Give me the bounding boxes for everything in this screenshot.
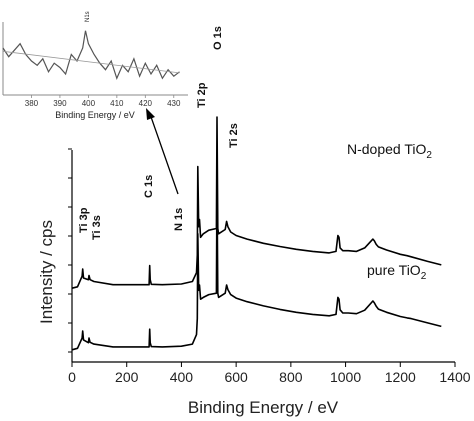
series-line-0 bbox=[71, 116, 442, 289]
x-tick-label: 200 bbox=[115, 369, 139, 385]
y-ticks bbox=[68, 148, 72, 353]
x-ticks: 0 200 400 600 800 1000 1200 1400 bbox=[68, 362, 471, 385]
peak-label-ti3p: Ti 3p bbox=[78, 207, 90, 233]
inset-plot: 380 390 400 410 420 430 N1s Binding Energy / … bbox=[2, 11, 188, 120]
series-label-n-doped-sub: 2 bbox=[426, 150, 432, 161]
x-axis-title: Binding Energy / eV bbox=[188, 398, 339, 417]
inset-x-tick-label: 420 bbox=[139, 99, 153, 108]
x-tick-label: 1400 bbox=[439, 369, 470, 385]
inset-background-line bbox=[2, 50, 180, 74]
y-axis-title: Intensity / cps bbox=[37, 220, 56, 324]
peak-label-n1s: N 1s bbox=[173, 208, 185, 231]
peak-label-c1s: C 1s bbox=[143, 175, 155, 198]
main-plot: 0 200 400 600 800 1000 1200 1400 Binding Energy… bbox=[37, 26, 471, 417]
series-label-pure-main: pure TiO bbox=[367, 262, 421, 278]
inset-x-tick-label: 430 bbox=[167, 99, 181, 108]
x-tick-label: 1000 bbox=[330, 369, 361, 385]
series-label-pure: pure TiO2 bbox=[367, 262, 427, 282]
inset-peak-label: N1s bbox=[85, 11, 91, 22]
inset-ticks: 380 390 400 410 420 430 bbox=[25, 95, 181, 108]
inset-x-tick-label: 410 bbox=[110, 99, 124, 108]
x-tick-label: 0 bbox=[68, 369, 76, 385]
series-label-n-doped: N-doped TiO2 bbox=[347, 141, 432, 161]
peak-label-ti3s: Ti 3s bbox=[91, 215, 103, 240]
x-tick-label: 600 bbox=[224, 369, 248, 385]
inset-x-tick-label: 390 bbox=[53, 99, 67, 108]
inset-pointer-arrow bbox=[146, 108, 179, 195]
inset-x-tick-label: 400 bbox=[82, 99, 96, 108]
peak-label-o1s: O 1s bbox=[212, 26, 224, 50]
peak-label-ti2s: Ti 2s bbox=[228, 123, 240, 148]
inset-spectrum-line bbox=[2, 30, 180, 80]
inset-x-tick-label: 380 bbox=[25, 99, 39, 108]
inset-x-axis-title: Binding Energy / eV bbox=[55, 110, 135, 120]
x-tick-label: 400 bbox=[170, 369, 194, 385]
x-tick-label: 1200 bbox=[385, 369, 416, 385]
series-label-n-doped-main: N-doped TiO bbox=[347, 141, 426, 157]
x-tick-label: 800 bbox=[279, 369, 303, 385]
series-line-1 bbox=[71, 181, 442, 351]
peak-label-ti2p: Ti 2p bbox=[196, 82, 208, 108]
series-layer bbox=[71, 116, 442, 351]
inset-series bbox=[2, 30, 180, 80]
series-label-pure-sub: 2 bbox=[421, 271, 427, 282]
